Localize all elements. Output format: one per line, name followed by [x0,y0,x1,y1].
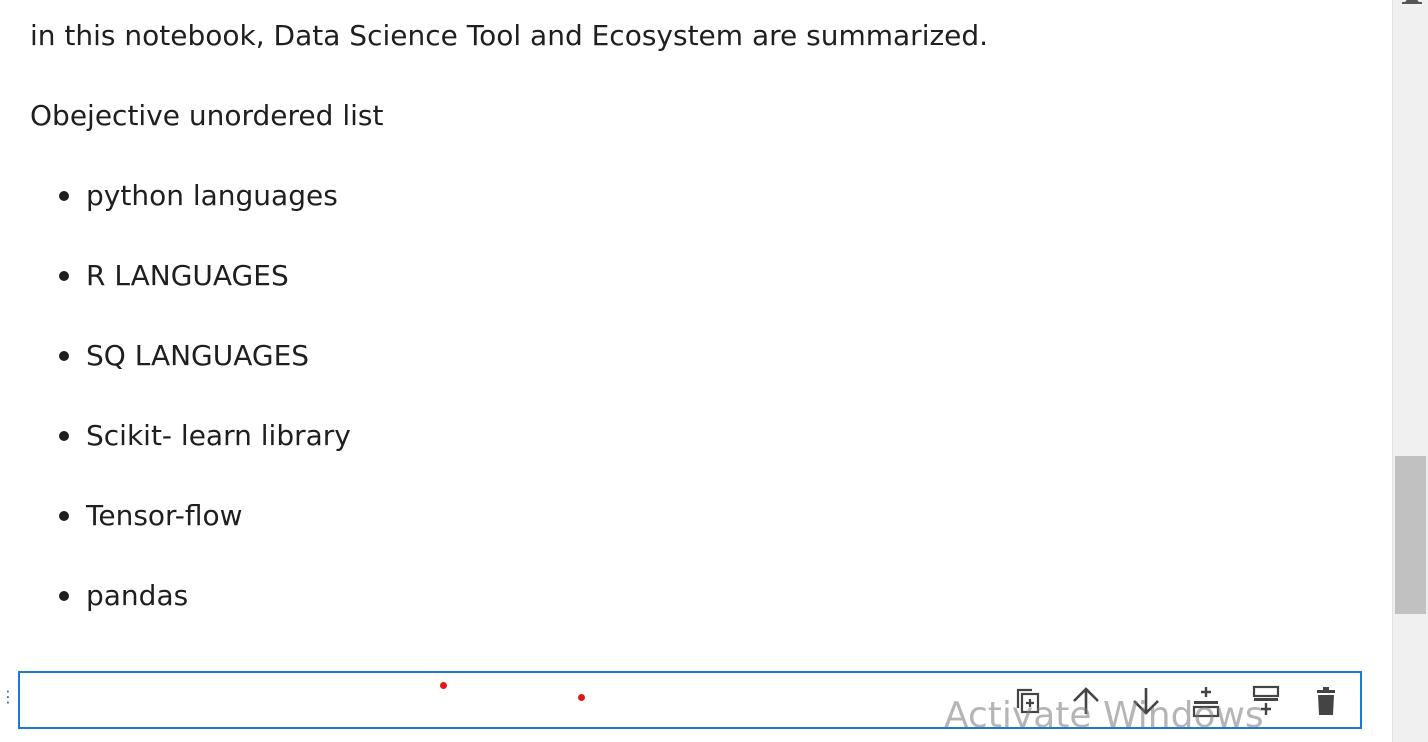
move-down-icon[interactable] [1126,684,1166,720]
scroll-up-arrow-icon[interactable] [1405,0,1419,2]
list-item-text: SQ LANGUAGES [86,339,310,372]
list-item-text: python languages [86,179,338,212]
list-item-text: Scikit- learn library [86,419,351,452]
intro-paragraph: in this notebook, Data Science Tool and … [30,19,989,52]
cell-toolbar [1008,684,1348,720]
active-code-cell[interactable] [18,671,1362,729]
insert-above-icon[interactable] [1186,684,1226,720]
markdown-cell[interactable]: in this notebook, Data Science Tool and … [30,0,1360,650]
bullet-icon [59,191,69,201]
duplicate-icon[interactable] [1008,684,1048,720]
list-heading: Obejective unordered list [30,99,384,132]
list-item-text: R LANGUAGES [86,259,289,292]
bullet-icon [59,271,69,281]
scroll-up-line-icon [1402,2,1422,4]
red-dot-marker [578,694,585,701]
red-dot-marker [440,682,447,689]
list-item-text: pandas [86,579,189,612]
scroll-thumb[interactable] [1395,456,1426,614]
bullet-icon [59,431,69,441]
insert-below-icon[interactable] [1246,684,1286,720]
bullet-icon [59,351,69,361]
move-up-icon[interactable] [1066,684,1106,720]
notebook-panel: in this notebook, Data Science Tool and … [0,0,1362,736]
vertical-scrollbar[interactable] [1392,0,1428,742]
bullet-icon [59,511,69,521]
list-item-text: Tensor-flow [86,499,243,532]
cell-drag-handle[interactable]: ⋮ [0,687,16,706]
bullet-icon [59,591,69,601]
delete-icon[interactable] [1306,684,1346,720]
